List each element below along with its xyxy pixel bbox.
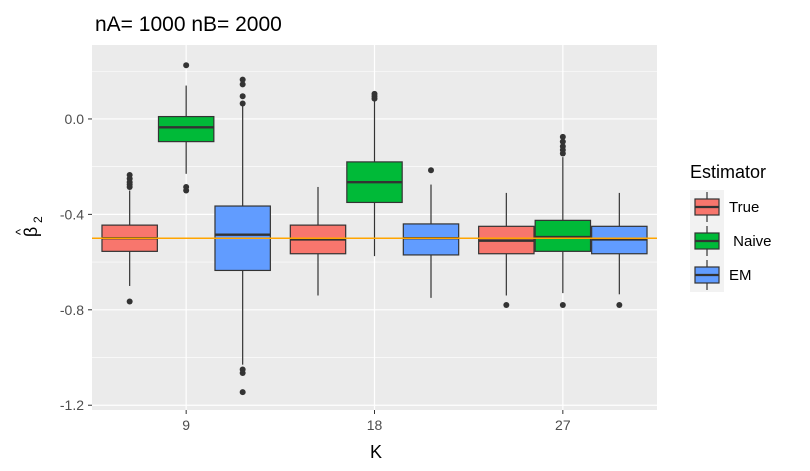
legend-entry-label: Naive	[729, 233, 772, 250]
y-axis-label-subscript: 2	[31, 216, 45, 223]
outlier-point	[239, 389, 246, 396]
outlier-point	[239, 370, 246, 377]
outlier-point	[239, 93, 246, 100]
outlier-point	[559, 133, 566, 140]
legend-entry-label: EM	[729, 267, 752, 284]
outlier-point	[239, 81, 246, 88]
box-em-27	[591, 192, 648, 309]
box-true-18	[289, 186, 347, 296]
box-naive-27	[534, 133, 592, 309]
outlier-point	[503, 302, 510, 309]
y-tick-label: -1.2	[60, 397, 84, 413]
y-tick-label: -0.4	[60, 206, 84, 222]
outlier-point	[559, 150, 566, 157]
x-axis-label: K	[370, 442, 382, 462]
x-axis: 9 18 27	[182, 410, 571, 433]
y-axis-label: β ^ 2	[13, 216, 45, 237]
outlier-point	[183, 187, 190, 194]
outlier-point	[616, 302, 623, 309]
outlier-point	[371, 90, 378, 97]
legend: Estimator True Naive EM	[690, 162, 772, 292]
legend-entry-naive: Naive	[690, 224, 772, 258]
x-tick-label: 27	[555, 417, 571, 433]
outlier-point	[239, 76, 246, 83]
y-axis-label-base: β	[21, 227, 41, 237]
x-tick-label: 18	[367, 417, 383, 433]
outlier-point	[428, 167, 434, 174]
legend-title: Estimator	[690, 162, 766, 182]
outlier-point	[559, 302, 566, 309]
outlier-point	[126, 298, 133, 305]
y-tick-label: 0.0	[65, 111, 85, 127]
outlier-point	[183, 62, 190, 69]
box-naive-9	[157, 62, 215, 194]
y-axis: -1.2 -0.8 -0.4 0.0	[60, 111, 92, 413]
box-iqr	[157, 115, 215, 143]
chart-title: nA= 1000 nB= 2000	[95, 13, 282, 36]
legend-entry-em: EM	[690, 258, 752, 292]
box-true-27	[478, 192, 535, 309]
outlier-point	[559, 138, 566, 145]
legend-entry-true: True	[690, 190, 759, 224]
outlier-point	[126, 183, 133, 190]
legend-entry-label: True	[729, 199, 759, 216]
y-axis-label-hat: ^	[13, 228, 28, 235]
outlier-point	[239, 100, 246, 107]
y-tick-label: -0.8	[60, 302, 84, 318]
x-tick-label: 9	[182, 417, 190, 433]
box-naive-18	[346, 90, 403, 257]
